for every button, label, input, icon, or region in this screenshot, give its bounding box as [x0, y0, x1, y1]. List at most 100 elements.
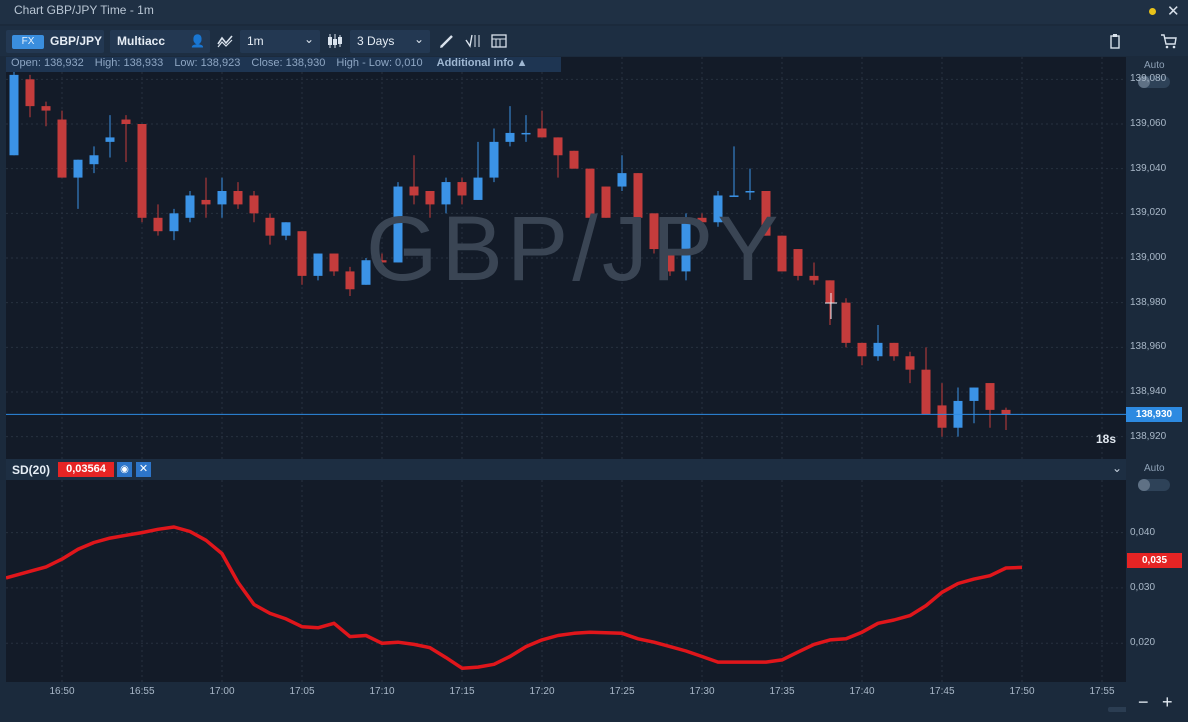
candle — [921, 347, 931, 415]
candle-body — [137, 124, 147, 218]
open-label: Open: — [11, 57, 41, 69]
templates-icon[interactable] — [488, 30, 510, 53]
candle — [489, 128, 499, 183]
visibility-eye-icon[interactable]: ◉ — [117, 462, 132, 477]
candle — [1001, 407, 1011, 430]
account-list-icon[interactable]: 👤 — [190, 34, 205, 48]
status-dot-icon — [1149, 8, 1156, 15]
candle — [553, 137, 563, 178]
indicator-scale-auto-toggle[interactable] — [1138, 479, 1170, 491]
price-scale[interactable]: Auto 139,080 139,060 139,040 139,020 139,000… — [1126, 57, 1188, 459]
clipboard-icon[interactable] — [1104, 30, 1126, 53]
account-selector[interactable]: Multiacc 👤 — [110, 30, 210, 53]
candle — [153, 204, 163, 236]
time-tick-label: 17:40 — [849, 686, 875, 697]
range-dropdown[interactable]: 3 Days ⌄ — [350, 30, 430, 53]
candle — [377, 253, 387, 274]
collapse-chevron-icon[interactable]: ⌄ — [1112, 461, 1123, 475]
candle-body — [521, 132, 531, 135]
close-window-button[interactable]: ✕ — [1167, 3, 1180, 20]
candle-body — [345, 271, 355, 290]
close-value: 138,930 — [285, 57, 326, 69]
candle-body — [329, 253, 339, 272]
candle — [697, 213, 707, 227]
indicator-current-tag: 0,035 — [1127, 553, 1182, 569]
price-tick-label: 138,980 — [1130, 296, 1167, 308]
ohlc-info-bar: Open: 138,932 High: 138,933 Low: 138,923 Cl… — [6, 57, 561, 72]
candle — [857, 342, 867, 366]
candle — [9, 65, 19, 156]
bar-countdown: 18s — [1096, 432, 1117, 446]
candle-body — [201, 199, 211, 205]
time-tick-label: 17:35 — [769, 686, 795, 697]
compare-chart-icon[interactable] — [214, 30, 236, 53]
candle — [441, 177, 451, 214]
range-value: 3 Days — [357, 34, 395, 48]
market-badge: FX — [12, 35, 44, 49]
candle — [313, 253, 323, 281]
indicators-icon[interactable] — [462, 30, 484, 53]
candle — [41, 101, 51, 127]
indicator-header: SD(20) 0,03564 ◉ ✕ ⌄ — [6, 459, 1126, 480]
time-tick-label: 17:00 — [209, 686, 235, 697]
indicator-scale-auto-label: Auto — [1144, 463, 1165, 474]
candle — [249, 191, 259, 223]
high-label: High: — [94, 57, 121, 69]
price-tick-label: 139,080 — [1130, 73, 1167, 85]
price-chart-canvas[interactable] — [6, 57, 1126, 459]
symbol-selector[interactable]: FX GBP/JPY — [6, 30, 104, 53]
sd-chart-canvas[interactable] — [6, 480, 1126, 682]
candle-body — [777, 235, 787, 272]
candle-body — [729, 195, 739, 197]
candle-body — [105, 137, 115, 142]
toggle-knob — [1138, 479, 1150, 491]
symbol-watermark: GBP/JPY — [366, 198, 783, 300]
sd-series-line — [6, 525, 1023, 670]
window-titlebar: Chart GBP/JPY Time - 1m ✕ — [0, 0, 1188, 24]
zoom-in-button[interactable]: + — [1162, 692, 1173, 712]
candle — [505, 106, 515, 147]
open-value: 138,932 — [43, 57, 84, 69]
candle-body — [841, 302, 851, 343]
zoom-out-button[interactable]: − — [1138, 692, 1149, 712]
candle-body — [649, 213, 659, 250]
time-axis[interactable]: 16:50 16:55 17:00 17:05 17:10 17:15 17:20 17:25… — [6, 682, 1126, 712]
candle-body — [89, 155, 99, 165]
candle-body — [233, 191, 243, 205]
time-tick-label: 16:55 — [129, 686, 155, 697]
additional-info-toggle[interactable]: Additional info ▲ — [436, 57, 528, 69]
price-chart[interactable]: GBP/JPY Open: 138,932 High: 138,933 Low: 13… — [6, 57, 1126, 459]
candle-body — [793, 249, 803, 276]
remove-indicator-icon[interactable]: ✕ — [136, 462, 151, 477]
chart-type-icon[interactable] — [324, 30, 346, 53]
horizontal-scrollbar[interactable] — [1108, 707, 1134, 712]
candle-body — [73, 159, 83, 178]
toggle-knob — [1138, 76, 1150, 88]
candle-body — [889, 342, 899, 357]
indicator-scale[interactable]: Auto 0,040 0,030 0,020 0,035 — [1126, 459, 1188, 682]
candle-body — [713, 195, 723, 223]
low-label: Low: — [174, 57, 198, 69]
candle-body — [457, 182, 467, 196]
time-tick-label: 17:45 — [929, 686, 955, 697]
draw-pencil-icon[interactable] — [436, 30, 458, 53]
candle — [905, 351, 915, 384]
high-low-label: High - Low: — [336, 57, 393, 69]
candle-body — [809, 275, 819, 281]
sd-indicator-chart[interactable] — [6, 480, 1126, 682]
candle-body — [361, 260, 371, 285]
price-scale-auto-toggle[interactable] — [1138, 76, 1170, 88]
candle-body — [569, 150, 579, 169]
indicator-name: SD(20) — [12, 463, 51, 477]
candle-body — [665, 249, 675, 272]
timeframe-dropdown[interactable]: 1m ⌄ — [240, 30, 320, 53]
candle — [137, 124, 147, 223]
candle-body — [409, 186, 419, 196]
indicator-value-badge: 0,03564 — [58, 462, 114, 477]
time-tick-label: 16:50 — [49, 686, 75, 697]
cart-icon[interactable] — [1158, 30, 1180, 53]
candle-body — [313, 253, 323, 276]
candle — [889, 342, 899, 361]
window-title: Chart GBP/JPY Time - 1m — [14, 3, 154, 17]
candle — [457, 177, 467, 205]
